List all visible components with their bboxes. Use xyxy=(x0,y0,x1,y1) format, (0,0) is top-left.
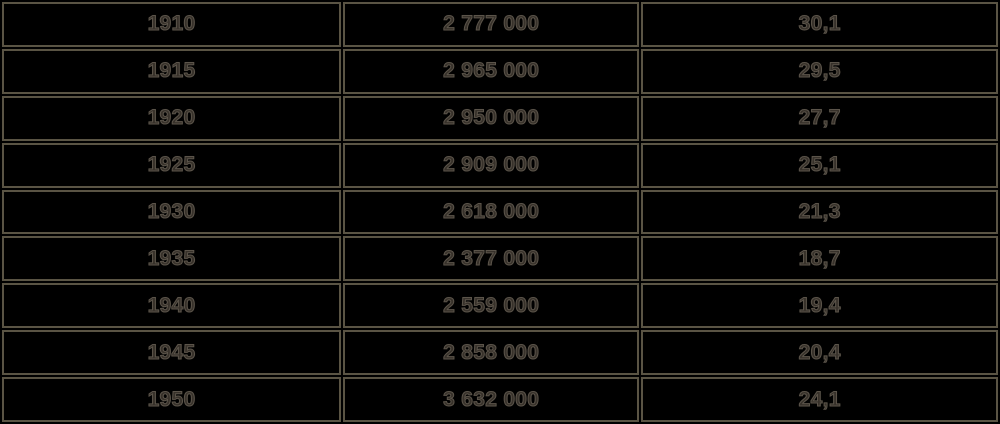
cell-year: 1930 xyxy=(2,189,342,235)
cell-rate: 20,4 xyxy=(641,330,998,375)
table-row: 1920 2 950 000 27,7 xyxy=(2,95,998,141)
cell-population: 3 632 000 xyxy=(343,377,640,422)
cell-year: 1935 xyxy=(2,236,342,282)
table-row: 1945 2 858 000 20,4 xyxy=(2,330,998,375)
cell-rate: 19,4 xyxy=(641,283,998,329)
cell-rate: 25,1 xyxy=(641,142,998,188)
cell-year: 1945 xyxy=(2,330,342,375)
table-row: 1935 2 377 000 18,7 xyxy=(2,236,998,282)
cell-rate: 27,7 xyxy=(641,95,998,141)
cell-rate: 30,1 xyxy=(641,2,998,47)
table-row: 1915 2 965 000 29,5 xyxy=(2,48,998,94)
cell-population: 2 618 000 xyxy=(343,189,640,235)
cell-year: 1925 xyxy=(2,142,342,188)
cell-year: 1940 xyxy=(2,283,342,329)
table-row: 1940 2 559 000 19,4 xyxy=(2,283,998,329)
cell-population: 2 950 000 xyxy=(343,95,640,141)
cell-rate: 24,1 xyxy=(641,377,998,422)
cell-population: 2 777 000 xyxy=(343,2,640,47)
cell-rate: 29,5 xyxy=(641,48,998,94)
cell-rate: 18,7 xyxy=(641,236,998,282)
table-row: 1930 2 618 000 21,3 xyxy=(2,189,998,235)
cell-year: 1910 xyxy=(2,2,342,47)
table-row: 1950 3 632 000 24,1 xyxy=(2,377,998,422)
cell-population: 2 377 000 xyxy=(343,236,640,282)
cell-population: 2 858 000 xyxy=(343,330,640,375)
table-row: 1910 2 777 000 30,1 xyxy=(2,2,998,47)
cell-rate: 21,3 xyxy=(641,189,998,235)
cell-year: 1950 xyxy=(2,377,342,422)
cell-year: 1915 xyxy=(2,48,342,94)
cell-population: 2 909 000 xyxy=(343,142,640,188)
cell-population: 2 559 000 xyxy=(343,283,640,329)
table-row: 1925 2 909 000 25,1 xyxy=(2,142,998,188)
cell-population: 2 965 000 xyxy=(343,48,640,94)
cell-year: 1920 xyxy=(2,95,342,141)
